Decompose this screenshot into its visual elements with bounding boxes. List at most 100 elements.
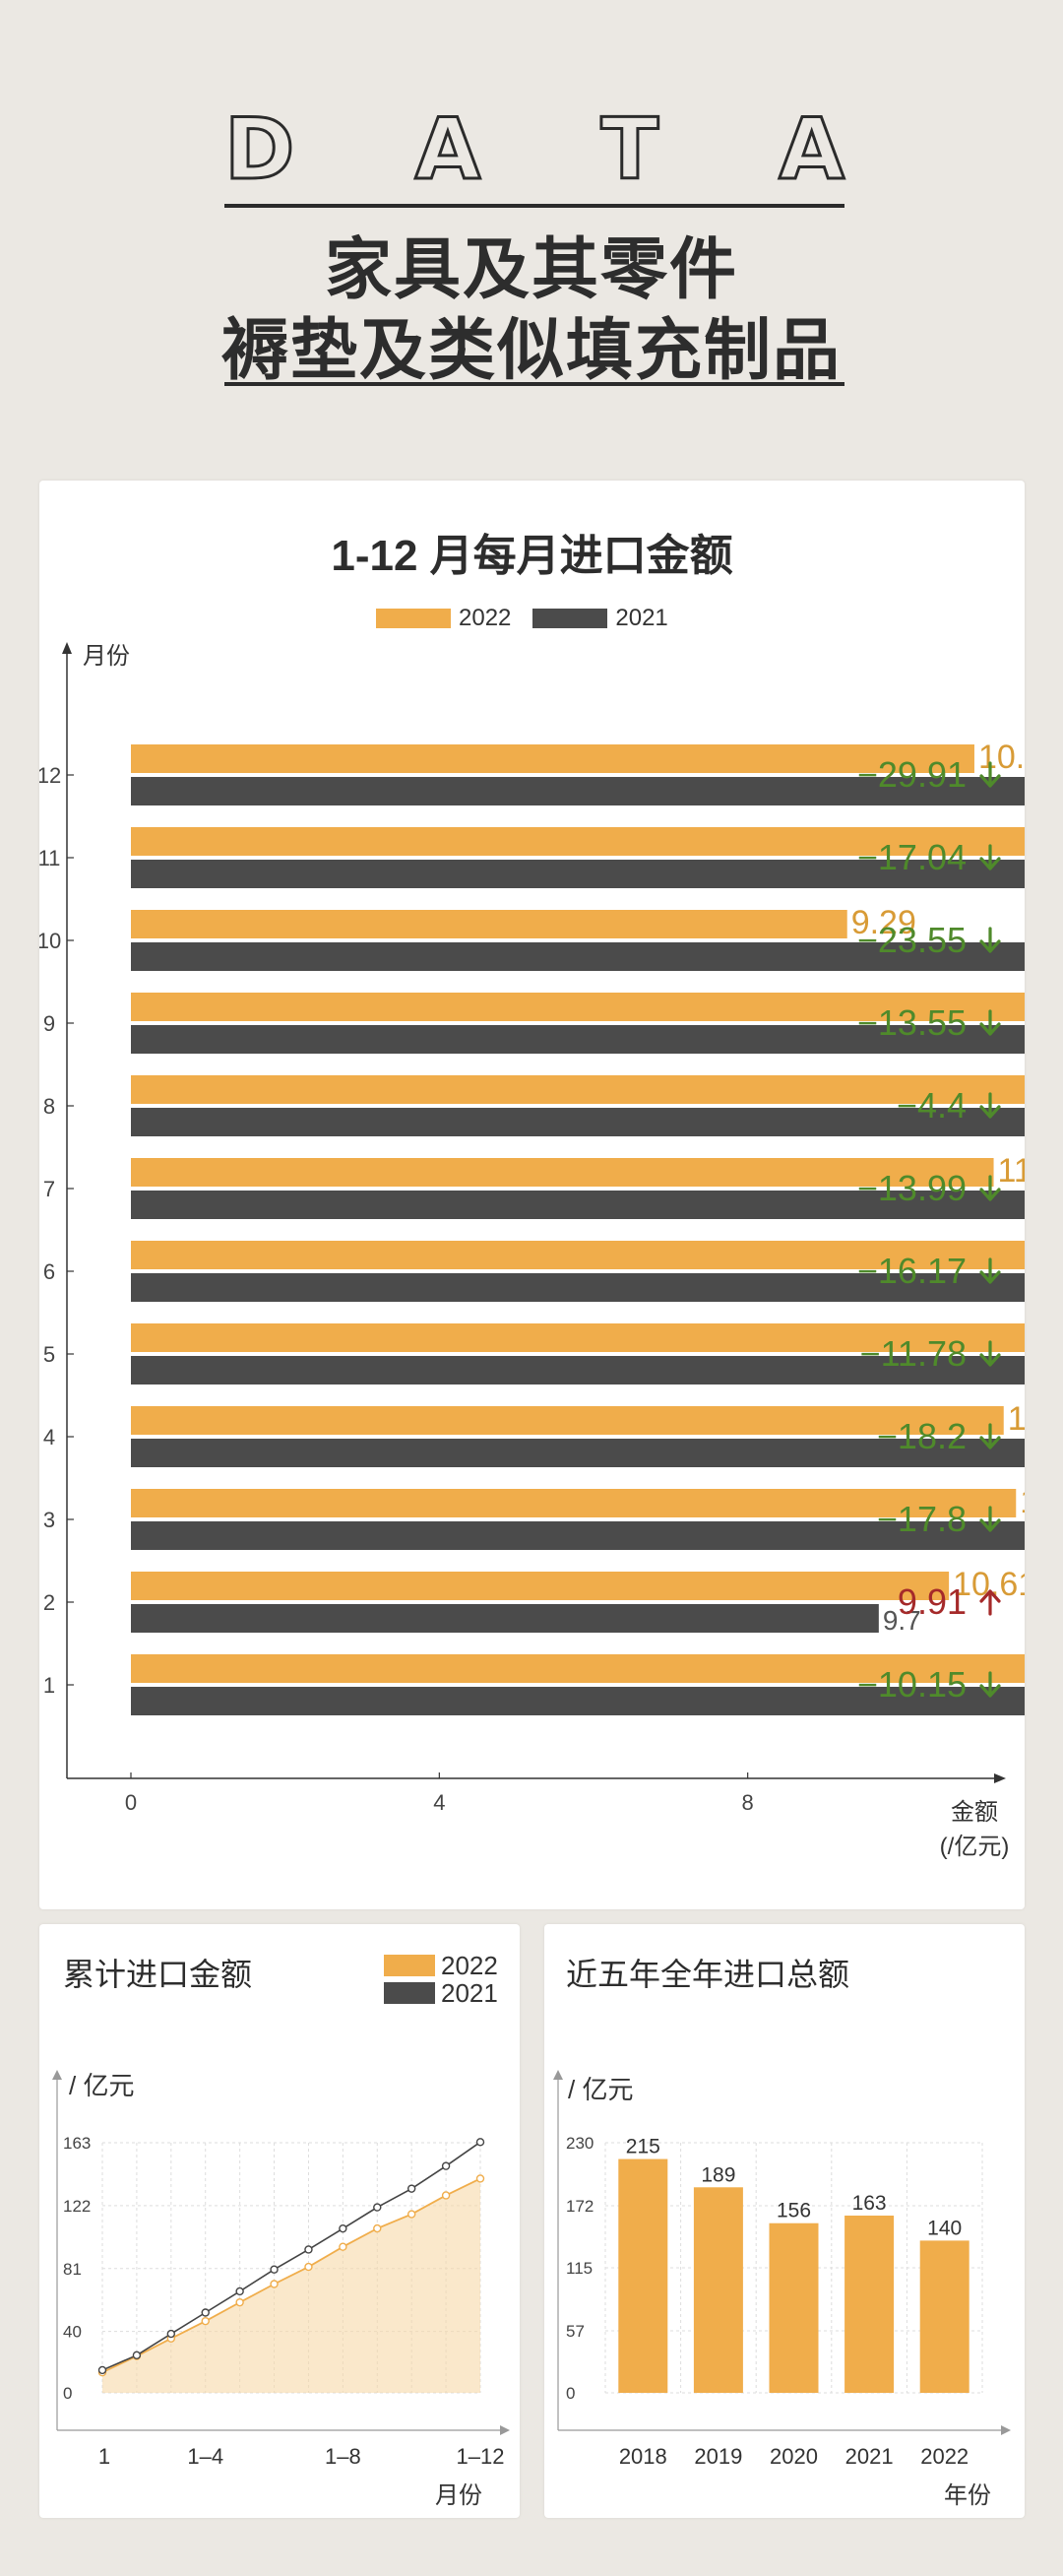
bar-2021 [131,1191,1025,1219]
bar [618,2158,668,2393]
data-wordmark: D A T A [222,99,845,201]
point-2021 [235,2286,244,2296]
five-year-bar-chart: 0 57 115 172 230 215 2018 189 2019 156 2020 163 2021… [553,2070,1011,2469]
x-axis-arrow [500,2425,510,2435]
bar-2021 [131,1108,1025,1136]
point-2021 [373,2203,382,2212]
bar-label-2021: 9.7 [883,1605,921,1636]
five-year-title: 近五年全年进口总额 [566,1957,850,1992]
y-tick-label: 8 [43,1094,55,1119]
header-divider-bottom [224,382,844,386]
legend-label-2021: 2021 [441,1978,498,2008]
x-axis-label-line1: 金额 [951,1799,998,1826]
x-tick-label: 2020 [770,2444,818,2469]
y-tick-label: 0 [566,2384,575,2403]
legend-swatch-2022 [376,609,451,628]
line-2021 [101,2141,481,2371]
point-2022 [235,2297,244,2307]
bar-2021 [131,777,1025,805]
page-title-line1: 家具及其零件 [324,231,738,309]
change-value: −17.8 [877,1499,967,1539]
arrow-down-icon [979,1506,1001,1532]
bar-label-2022: 9.29 [851,904,916,941]
point-2022 [441,2191,451,2200]
point-2021 [201,2308,210,2317]
point-2021 [97,2365,107,2375]
legend-label-2022: 2022 [441,1951,498,1980]
y-tick-label: 1 [43,1673,55,1698]
x-axis-arrow [994,1773,1006,1783]
cumulative-area-chart: 0 40 81 122 163 1 1–4 1–8 1–12 [52,2070,510,2469]
y-axis-arrow [62,642,72,654]
cumulative-panel: 累计进口金额 2022 2021 / 亿元 0 40 81 122 163 1 1–4 1–8… [39,1924,520,2518]
arrow-down-icon [979,1092,1001,1119]
change-value: −23.55 [857,920,967,960]
legend-label-2022: 2022 [459,605,512,631]
point-2021 [166,2329,176,2339]
bar-2021 [131,1025,1025,1054]
y-tick-label: 7 [43,1177,55,1201]
arrow-down-icon [979,761,1001,788]
point-2021 [132,2351,142,2360]
change-value: −16.17 [857,1251,967,1291]
bar-2021 [131,1687,1025,1715]
point-2022 [201,2316,210,2326]
bar-2022 [131,910,847,938]
bar-2022 [131,993,1025,1021]
bar-value-label: 156 [777,2200,811,2222]
monthly-chart-title: 1-12 月每月进口金额 [331,532,733,580]
bar-value-label: 163 [852,2192,887,2215]
point-2021 [339,2223,347,2233]
legend-swatch-2022 [384,1955,435,1976]
bar-2021 [131,1604,879,1633]
header: D A T A 家具及其零件 褥垫及类似填充制品 [0,0,1063,473]
bar-2022 [131,744,974,773]
area-2022 [102,2178,480,2393]
wordmark-letter: A [778,99,846,201]
y-tick-label: 10 [39,929,61,953]
x-tick-label: 0 [125,1790,137,1815]
five-year-panel: 近五年全年进口总额 / 亿元 0 57 115 172 230 215 2018 189 201… [544,1924,1025,2518]
y-tick-label: 6 [43,1259,55,1284]
y-tick-label: 172 [566,2197,594,2216]
arrow-down-icon [979,1423,1001,1449]
bar-value-label: 215 [626,2136,660,2158]
y-tick-label: 11 [39,846,60,870]
point-2021 [475,2138,485,2147]
change-value: −29.91 [857,754,967,795]
y-tick-label: 122 [63,2197,91,2216]
line-2022 [101,2177,481,2374]
x-tick-label: 4 [433,1790,445,1815]
bar [844,2215,895,2393]
bar-value-label: 140 [927,2217,962,2239]
five-year-unit: / 亿元 [568,2075,634,2104]
y-tick-label: 5 [43,1342,55,1367]
cumulative-x-label: 月份 [435,2482,482,2509]
change-value: −11.78 [860,1333,967,1374]
header-divider-top [224,204,844,208]
legend-swatch-2021 [532,609,608,628]
change-value: −13.55 [857,1002,967,1043]
monthly-bar-chart: 0481217121110987654321 10.9415.61−29.911… [39,642,1025,1815]
point-2022 [475,2174,485,2183]
y-tick-label: 12 [39,763,61,788]
change-value: −4.4 [897,1085,967,1126]
x-axis-label-line2: (/亿元) [939,1834,1010,1860]
wordmark-letter: A [413,99,482,201]
point-2022 [339,2242,347,2251]
x-tick-label: 1–4 [187,2444,223,2469]
bar [693,2187,743,2393]
y-tick-label: 57 [566,2322,585,2341]
x-axis-arrow [1001,2425,1011,2435]
legend-label-2021: 2021 [615,605,668,631]
x-tick-label: 2019 [694,2444,742,2469]
arrow-down-icon [979,1009,1001,1036]
bar-2022 [131,1406,1004,1435]
arrow-down-icon [979,1257,1001,1284]
y-axis-arrow [52,2070,62,2080]
change-value: −18.2 [877,1416,967,1456]
bar-2022 [131,1158,994,1187]
bar-2021 [131,1439,1025,1467]
bar-2021 [131,1356,1025,1385]
bar-2021 [131,1273,1025,1302]
